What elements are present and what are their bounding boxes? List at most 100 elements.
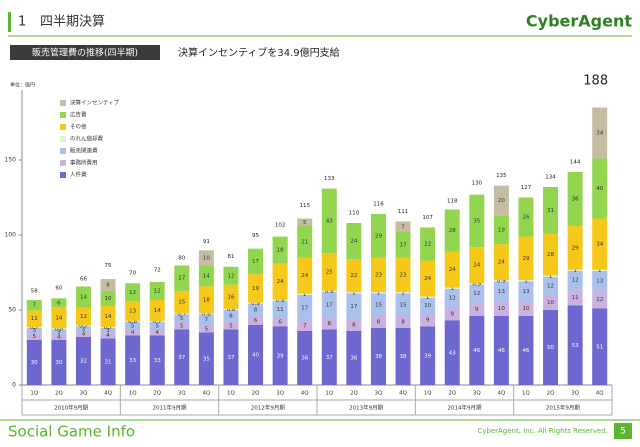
bar-segment [321,290,337,292]
year-label: 2010年9月期 [54,404,88,412]
total-label: 116 [373,202,384,208]
data-label: 46 [522,348,529,354]
data-label: 29 [572,245,579,251]
bar-segment [493,301,509,316]
data-label: 30 [55,360,62,366]
data-label: 24 [424,276,431,282]
x-tick-label: 4Q [104,391,112,397]
data-label: 14 [80,294,87,300]
bar-segment [370,328,386,385]
bar-segment [444,307,460,321]
legend-swatch [60,112,66,118]
data-label: 30 [31,360,38,366]
x-tick-label: 3Q [375,391,383,397]
data-label: 11 [572,295,579,301]
data-label: 50 [547,345,554,351]
bar-segment [444,209,460,252]
bar-segment [100,332,116,339]
bar-segment [395,221,411,232]
bar-segment [543,187,559,234]
bar-segment [346,259,362,292]
bar-segment [518,301,534,316]
bar-segment [395,292,411,294]
bar-segment [370,292,386,294]
x-tick-label: 1Q [325,391,333,397]
data-label: 10 [424,303,431,309]
bar-segment [395,328,411,385]
bar-segment [444,287,460,289]
bar-segment [395,257,411,292]
legend-swatch [60,148,66,154]
bar-segment [444,251,460,288]
data-label: 3 [106,328,110,334]
bar-segment [198,250,214,266]
data-label: 4 [155,330,159,336]
total-label: 107 [422,215,433,221]
year-label: 2014年9月期 [448,404,482,412]
data-label: 10 [522,306,529,312]
data-label: 1 [377,290,381,296]
bar-segment [543,233,559,276]
bar-segment [395,293,411,316]
x-tick-label: 1Q [227,391,235,397]
bar-segment [567,226,583,270]
y-tick-label: 0 [12,382,16,389]
data-label: 0.7 [153,319,162,325]
data-label: 9 [475,307,479,313]
bar-segment [469,247,485,284]
total-label: 115 [299,203,310,209]
data-label: 31 [547,208,554,214]
bar-segment [370,293,386,316]
data-label: 7 [401,224,405,230]
bar-segment [223,308,239,310]
data-label: 43 [326,218,333,224]
y-tick-label: 100 [5,232,17,239]
bar-segment [248,304,264,316]
footer-brand: Social Game Info [8,423,135,441]
data-label: 13 [498,289,505,295]
legend-label: 人件費 [70,171,87,179]
year-label: 2015年9月期 [546,404,580,412]
bar-segment [420,313,436,327]
bar-segment [370,257,386,292]
data-label: 0.7 [177,311,186,317]
bar-segment [272,236,288,264]
bar-segment [100,338,116,385]
bar-segment [125,322,141,330]
data-label: 0.8 [128,319,137,325]
bar-segment [198,265,214,287]
data-label: 12 [572,278,579,284]
total-label: 118 [447,199,458,205]
bar-segment [198,313,214,315]
bar-segment [321,329,337,385]
data-label: 33 [154,358,161,364]
legend-label: 決算インセンティブ [70,99,120,107]
total-label: 127 [521,185,532,191]
legend-swatch [60,136,66,142]
legend-swatch [60,124,66,130]
bar-segment [149,322,165,330]
data-label: 28 [449,228,456,234]
data-label: 37 [178,355,185,361]
data-label: 35 [203,356,210,362]
bar-segment [420,296,436,298]
bar-segment [469,316,485,385]
bar-segment [174,329,190,385]
bar-segment [75,331,91,337]
bar-segment [272,299,288,301]
bar-segment [592,218,608,270]
unit-label: 単位：億円 [10,82,35,89]
bar-segment [420,260,436,297]
bar-segment [198,286,214,314]
bar-segment [125,320,141,322]
bar-segment [592,107,608,159]
legend-swatch [60,160,66,166]
bar-segment [297,295,313,321]
data-label: 36 [350,356,357,362]
x-tick-label: 3Q [571,391,579,397]
bar-segment [125,335,141,385]
data-label: 28 [547,252,554,258]
x-tick-label: 1Q [129,391,137,397]
data-label: 5 [180,316,184,322]
bar-segment [346,223,362,259]
